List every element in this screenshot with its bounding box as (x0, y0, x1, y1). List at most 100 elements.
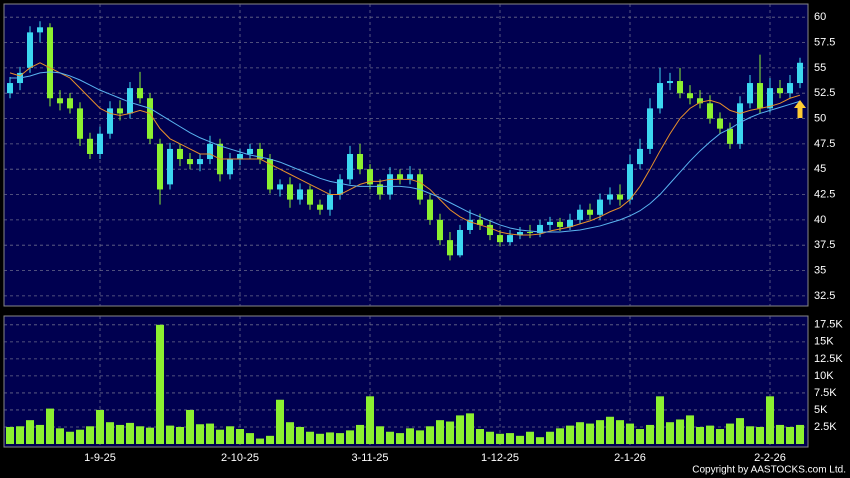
y-tick-label: 17.5K (814, 319, 843, 331)
candle-body (77, 108, 83, 139)
candle-body (177, 148, 183, 160)
volume-bar (76, 429, 84, 444)
candle-body (367, 169, 373, 185)
volume-bar (406, 428, 414, 444)
volume-bar (106, 422, 114, 444)
volume-bar (466, 413, 474, 444)
volume-bar (296, 426, 304, 444)
volume-bar (736, 418, 744, 444)
candle-body (377, 184, 383, 195)
volume-bar (686, 415, 694, 444)
volume-bar (6, 426, 14, 444)
arrow-icon (794, 100, 806, 118)
y-tick-label: 5K (814, 404, 828, 416)
candle-body (717, 118, 723, 129)
volume-bar (386, 431, 394, 444)
volume-bar (506, 433, 514, 444)
volume-bar (756, 426, 764, 444)
candle-body (447, 240, 453, 256)
volume-bar (396, 433, 404, 444)
candle-body (617, 194, 623, 200)
volume-bar (356, 424, 364, 444)
volume-bar (436, 420, 444, 444)
x-tick-label: 2-10-25 (221, 452, 259, 464)
volume-bar (576, 422, 584, 444)
candle-body (487, 224, 493, 236)
candle-body (147, 98, 153, 139)
y-tick-label: 2.5K (814, 421, 837, 433)
volume-bar (636, 429, 644, 444)
candle-body (757, 83, 763, 109)
candle-body (477, 219, 483, 225)
candle-body (277, 184, 283, 190)
volume-bar (96, 409, 104, 444)
candle-body (207, 143, 213, 160)
volume-bar (246, 433, 254, 444)
candle-body (667, 81, 673, 84)
candle-body (37, 27, 43, 33)
volume-bar (16, 426, 24, 444)
candle-body (737, 103, 743, 144)
candle-body (537, 224, 543, 234)
volume-bar (726, 423, 734, 444)
candle-body (637, 148, 643, 165)
candle-body (707, 103, 713, 119)
volume-bar (346, 430, 354, 444)
volume-bar (56, 428, 64, 444)
volume-bar (26, 420, 34, 444)
x-tick-label: 1-9-25 (84, 452, 116, 464)
volume-bar (456, 415, 464, 444)
y-tick-label: 37.5 (814, 239, 835, 251)
volume-bar (186, 409, 194, 444)
volume-bar (36, 424, 44, 444)
candle-body (387, 174, 393, 195)
candle-body (567, 219, 573, 227)
volume-bar (416, 430, 424, 444)
volume-bar (176, 426, 184, 444)
volume-bar (716, 429, 724, 444)
candle-body (97, 133, 103, 154)
volume-bar (706, 425, 714, 444)
volume-bar (566, 425, 574, 444)
volume-bar (656, 396, 664, 444)
candle-body (337, 179, 343, 195)
candle-body (27, 32, 33, 68)
candle-body (327, 194, 333, 210)
candle-body (787, 83, 793, 94)
candle-body (267, 159, 273, 190)
volume-bar (266, 435, 274, 444)
y-tick-label: 55 (814, 62, 826, 74)
volume-bar (626, 423, 634, 444)
volume-bar (476, 429, 484, 444)
candle-body (507, 235, 513, 243)
candle-body (137, 88, 143, 99)
x-tick-label: 1-12-25 (481, 452, 519, 464)
candle-body (167, 148, 173, 185)
candle-body (597, 199, 603, 215)
volume-bar (596, 420, 604, 444)
candle-body (627, 164, 633, 200)
volume-bar (306, 431, 314, 444)
price-panel (3, 3, 809, 307)
candle-body (117, 108, 123, 114)
candle-body (197, 159, 203, 165)
volume-bar (676, 419, 684, 444)
volume-bar (786, 426, 794, 444)
volume-bar (216, 429, 224, 444)
volume-bar (86, 426, 94, 444)
candle-body (427, 199, 433, 220)
candle-body (7, 83, 13, 94)
candle-body (517, 232, 523, 236)
volume-bar (586, 423, 594, 444)
candle-body (547, 221, 553, 225)
volume-bar (126, 422, 134, 444)
volume-bar (316, 433, 324, 444)
volume-bar (546, 431, 554, 444)
candle-body (187, 159, 193, 165)
candle-body (437, 219, 443, 241)
y-tick-label: 42.5 (814, 188, 835, 200)
candle-body (657, 83, 663, 109)
volume-bar (366, 396, 374, 444)
candle-body (577, 209, 583, 220)
candle-body (157, 143, 163, 190)
